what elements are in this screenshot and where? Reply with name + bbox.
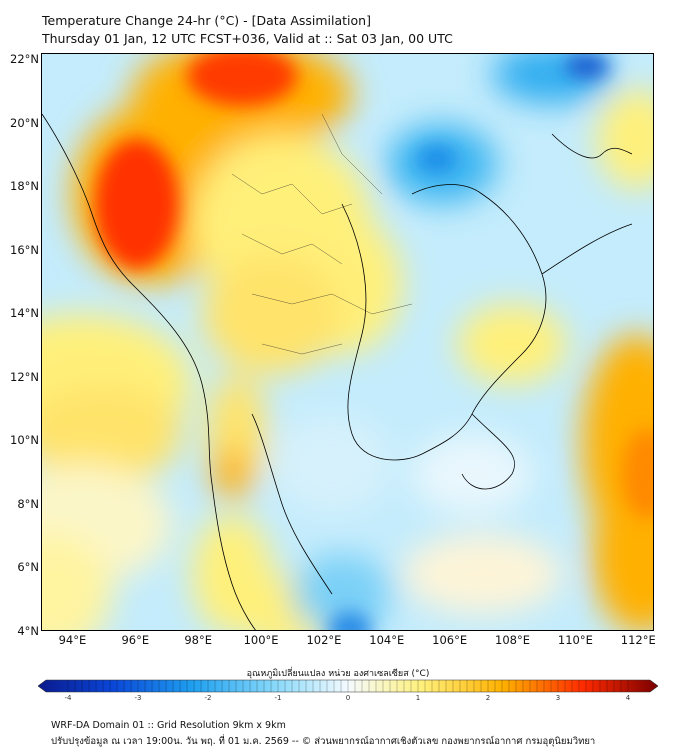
lon-tick-label: 106°E	[432, 633, 468, 647]
lon-tick-label: 100°E	[243, 633, 279, 647]
colorbar-tick-label: 3	[555, 694, 561, 702]
lat-tick-label: 14°N	[10, 306, 39, 321]
lat-tick-label: 6°N	[17, 560, 39, 575]
lat-tick-label: 18°N	[10, 179, 39, 194]
colorbar-tick-label: -1	[274, 694, 282, 702]
footer-model-info: WRF-DA Domain 01 :: Grid Resolution 9km …	[51, 720, 286, 731]
lat-tick-label: 12°N	[10, 369, 39, 384]
province-borders	[231, 113, 413, 355]
lon-tick-label: 94°E	[58, 633, 87, 647]
colorbar	[38, 679, 658, 693]
map-panel	[41, 53, 654, 631]
lat-tick-label: 10°N	[10, 433, 39, 448]
lon-tick-label: 110°E	[557, 633, 593, 647]
lon-tick-label: 104°E	[369, 633, 405, 647]
chart-title: Temperature Change 24-hr (°C) - [Data As…	[42, 13, 371, 28]
colorbar-tick-label: 1	[415, 694, 421, 702]
lat-tick-label: 4°N	[17, 624, 39, 638]
lat-tick-label: 20°N	[10, 115, 39, 130]
colorbar-title: อุณหภูมิเปลี่ยนแปลง หน่วย องศาเซลเซียส (…	[246, 669, 430, 679]
footer-credit: ปรับปรุงข้อมูล ณ เวลา 19:00น. วัน พฤ. ที…	[51, 736, 596, 747]
lon-tick-label: 108°E	[495, 633, 531, 647]
temperature-change-map	[42, 54, 653, 630]
lon-tick-label: 112°E	[620, 633, 656, 647]
lon-tick-label: 98°E	[184, 633, 212, 647]
lat-tick-label: 16°N	[10, 242, 39, 257]
coastline	[42, 113, 633, 630]
colorbar-tick-label: 2	[485, 694, 491, 702]
lat-tick-label: 8°N	[17, 496, 39, 511]
colorbar-tick-label: -4	[64, 694, 72, 702]
colorbar-tick-label: 0	[345, 694, 351, 702]
colorbar-tick-label: -2	[204, 694, 212, 702]
lat-tick-label: 22°N	[10, 52, 39, 67]
lon-tick-label: 96°E	[121, 633, 150, 647]
chart-subtitle: Thursday 01 Jan, 12 UTC FCST+036, Valid …	[42, 31, 453, 46]
colorbar-tick-label: -3	[134, 694, 142, 702]
lon-tick-label: 102°E	[306, 633, 342, 647]
colorbar-tick-label: 4	[625, 694, 631, 702]
